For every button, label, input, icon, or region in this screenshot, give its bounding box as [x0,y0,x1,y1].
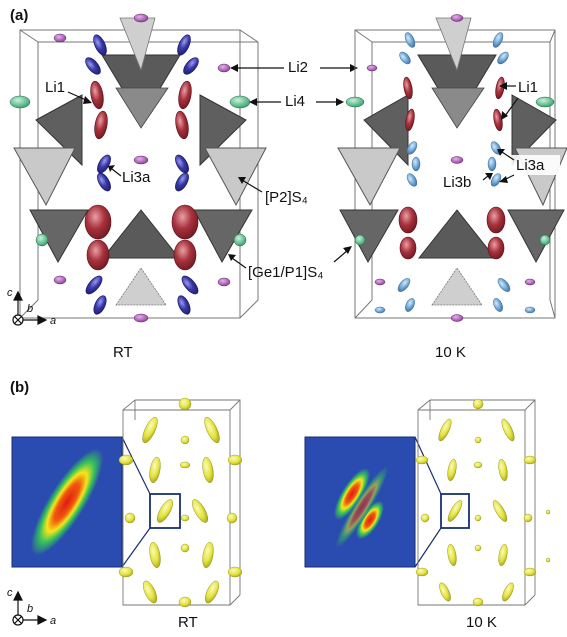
lowT-connector-top [414,436,442,495]
caption-b-10k: 10 K [466,614,497,631]
rt-li4-ions [9,95,251,247]
rt-li1-ions [84,80,199,271]
arrow-li1-left [67,91,87,101]
caption-a-rt: RT [113,344,133,361]
tetra-mid-dark [101,209,181,259]
b-axis-a: a [50,615,56,627]
label-li4: Li4 [285,93,305,110]
b-axis-c: c [7,587,13,599]
tetra-bottom-light [115,267,167,306]
rt-axis-b: b [27,303,33,315]
label-li2: Li2 [288,59,308,76]
lowT-zoom-box [440,493,470,529]
panel-a-label: (a) [10,7,28,24]
rt-connector-bottom [121,527,151,568]
rt-isosurface [118,397,243,608]
b-axis-b: b [27,603,33,615]
panel-b-label: (b) [10,379,29,396]
caption-b-rt: RT [178,614,198,631]
caption-a-10k: 10 K [435,344,466,361]
rt-structure: c b a [7,13,267,327]
label-p2s4: [P2]S₄ [265,189,308,206]
rt-connector-top [121,436,151,495]
rt-li2-ions [53,13,231,323]
rt-density-inset [11,436,123,568]
panel-a-annotations: Li1 Li2 Li4 Li3a [P2]S₄ [Ge1/P1]S₄ [45,59,358,281]
lowT-isosurface [415,398,551,607]
label-li1-right: Li1 [518,79,538,96]
rt-zoom-box [149,493,181,529]
tetra-left-light [13,147,76,207]
lowT-structure: Li1 Li3a Li3b [337,14,567,322]
lowT-li1-ions [398,76,506,260]
label-li3b: Li3b [443,174,471,191]
b-axis-triad [12,590,48,626]
rt-axis-a: a [50,315,56,327]
tetra-right-light [204,147,267,207]
lowT-li3-ions [374,32,536,314]
lowT-connector-bottom [414,527,442,568]
rt-axis-triad [12,290,48,326]
tetra-upper-mid [115,87,169,129]
label-li3a-left: Li3a [122,169,151,186]
label-ge1p1s4: [Ge1/P1]S₄ [248,264,323,281]
lowT-li4-ions [345,96,555,246]
lowT-li2-ions [366,14,536,322]
lowT-density-inset [304,436,416,568]
rt-axis-c: c [7,287,13,299]
label-li3a-right: Li3a [516,157,545,174]
label-li1-left: Li1 [45,79,65,96]
